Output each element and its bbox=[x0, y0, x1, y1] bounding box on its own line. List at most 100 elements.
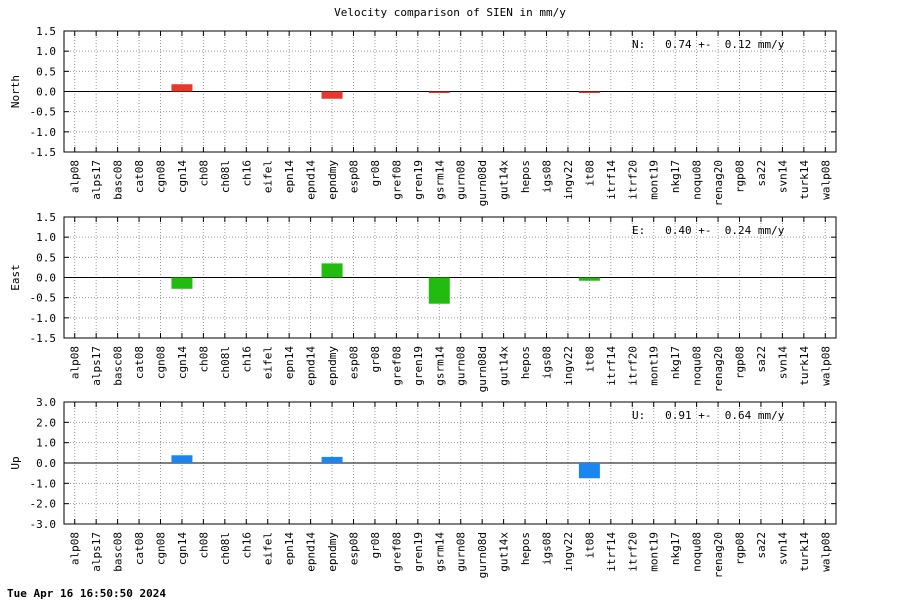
x-tick-label: rgp08 bbox=[734, 160, 747, 193]
x-tick-label: gsrm14 bbox=[433, 346, 446, 386]
bar-it08 bbox=[578, 91, 600, 93]
x-tick-label: noqu08 bbox=[691, 532, 704, 572]
x-tick-label: gref08 bbox=[390, 346, 403, 386]
x-tick-label: noqu08 bbox=[691, 346, 704, 386]
x-tick-label: epnd14 bbox=[305, 346, 318, 386]
velocity-annotation: E: 0.40 +- 0.24 mm/y bbox=[632, 224, 785, 237]
x-tick-label: ch08 bbox=[197, 532, 210, 559]
x-tick-label: gr08 bbox=[369, 532, 382, 559]
x-tick-label: gurn08 bbox=[455, 346, 468, 386]
x-tick-label: gurn08d bbox=[476, 346, 489, 392]
x-tick-label: cgn08 bbox=[155, 346, 168, 379]
y-tick-label: 2.0 bbox=[36, 416, 56, 429]
velocity-annotation: N: 0.74 +- 0.12 mm/y bbox=[632, 38, 785, 51]
bar-gsrm14 bbox=[428, 91, 450, 93]
x-tick-label: it08 bbox=[583, 532, 596, 559]
x-tick-label: sa22 bbox=[755, 346, 768, 373]
x-tick-label: gref08 bbox=[390, 532, 403, 572]
x-tick-label: gut14x bbox=[498, 346, 511, 386]
y-tick-label: 0.0 bbox=[36, 457, 56, 470]
x-tick-label: cgn08 bbox=[155, 160, 168, 193]
x-tick-label: mont19 bbox=[648, 160, 661, 200]
bar-epndmy bbox=[321, 456, 343, 463]
x-tick-label: igs08 bbox=[541, 160, 554, 193]
x-tick-label: cgn14 bbox=[176, 160, 189, 193]
plot-frame bbox=[63, 216, 837, 339]
plot-frame bbox=[63, 30, 837, 153]
x-tick-label: ch08l bbox=[219, 532, 232, 565]
x-tick-label: gurn08d bbox=[476, 532, 489, 578]
y-tick-label: -0.5 bbox=[30, 106, 57, 119]
x-tick-label: cat08 bbox=[133, 532, 146, 565]
y-tick-label: -1.0 bbox=[30, 477, 57, 490]
y-tick-label: 1.0 bbox=[36, 231, 56, 244]
x-tick-label: svn14 bbox=[776, 532, 789, 565]
x-tick-label: epnd14 bbox=[305, 160, 318, 200]
y-tick-label: 1.5 bbox=[36, 25, 56, 38]
x-tick-label: itrf14 bbox=[605, 532, 618, 572]
y-tick-label: -3.0 bbox=[30, 518, 57, 531]
plot-frame bbox=[63, 401, 837, 525]
x-tick-label: eifel bbox=[262, 532, 275, 565]
y-tick-label: -1.0 bbox=[30, 312, 57, 325]
y-axis-label: North bbox=[9, 75, 22, 108]
x-tick-label: nkg17 bbox=[669, 160, 682, 193]
x-tick-label: itrf20 bbox=[626, 532, 639, 572]
x-tick-label: itrf20 bbox=[626, 160, 639, 200]
x-tick-label: eifel bbox=[262, 160, 275, 193]
x-tick-label: gurn08d bbox=[476, 160, 489, 206]
x-tick-label: basc08 bbox=[112, 532, 125, 572]
x-tick-label: renag20 bbox=[712, 346, 725, 392]
x-tick-label: itrf14 bbox=[605, 346, 618, 386]
x-tick-label: it08 bbox=[583, 160, 596, 187]
x-tick-label: svn14 bbox=[776, 160, 789, 193]
x-tick-label: igs08 bbox=[541, 532, 554, 565]
x-tick-label: basc08 bbox=[112, 160, 125, 200]
bar-cgn14 bbox=[171, 84, 193, 92]
x-tick-label: renag20 bbox=[712, 160, 725, 206]
x-tick-label: gut14x bbox=[498, 160, 511, 200]
x-tick-label: ch08l bbox=[219, 346, 232, 379]
y-tick-label: 0.0 bbox=[36, 272, 56, 285]
x-tick-label: itrf20 bbox=[626, 346, 639, 386]
x-tick-label: alps17 bbox=[90, 346, 103, 386]
x-tick-label: hepos bbox=[519, 160, 532, 193]
y-axis-label: East bbox=[9, 264, 22, 291]
x-tick-label: rgp08 bbox=[734, 346, 747, 379]
x-tick-label: itrf14 bbox=[605, 160, 618, 200]
x-tick-label: turk14 bbox=[798, 346, 811, 386]
x-tick-label: epn14 bbox=[283, 532, 296, 565]
y-tick-label: -1.5 bbox=[30, 332, 57, 345]
x-tick-label: alp08 bbox=[69, 532, 82, 565]
chart-title: Velocity comparison of SIEN in mm/y bbox=[334, 6, 566, 19]
x-tick-label: gut14x bbox=[498, 532, 511, 572]
x-tick-label: epn14 bbox=[283, 160, 296, 193]
x-tick-label: hepos bbox=[519, 532, 532, 565]
x-tick-label: noqu08 bbox=[691, 160, 704, 200]
x-tick-label: esp08 bbox=[348, 346, 361, 379]
x-tick-label: epnd14 bbox=[305, 532, 318, 572]
x-tick-label: gurn08 bbox=[455, 532, 468, 572]
x-tick-label: gren19 bbox=[412, 532, 425, 572]
x-tick-label: gref08 bbox=[390, 160, 403, 200]
y-tick-label: 3.0 bbox=[36, 396, 56, 409]
x-tick-label: rgp08 bbox=[734, 532, 747, 565]
x-tick-label: cat08 bbox=[133, 160, 146, 193]
bar-cgn14 bbox=[171, 277, 193, 289]
y-tick-label: -2.0 bbox=[30, 498, 57, 511]
x-tick-label: ch16 bbox=[240, 346, 253, 373]
x-tick-label: renag20 bbox=[712, 532, 725, 578]
y-tick-label: 1.0 bbox=[36, 437, 56, 450]
x-tick-label: ch08 bbox=[197, 346, 210, 373]
x-tick-label: gsrm14 bbox=[433, 160, 446, 200]
y-tick-label: 0.5 bbox=[36, 251, 56, 264]
y-tick-label: 0.5 bbox=[36, 65, 56, 78]
x-tick-label: gurn08 bbox=[455, 160, 468, 200]
x-tick-label: ch16 bbox=[240, 532, 253, 559]
x-tick-label: cgn08 bbox=[155, 532, 168, 565]
x-tick-label: ingv22 bbox=[562, 532, 575, 572]
x-tick-label: mont19 bbox=[648, 532, 661, 572]
x-tick-label: cgn14 bbox=[176, 346, 189, 379]
y-tick-label: -1.0 bbox=[30, 126, 57, 139]
y-tick-label: 1.0 bbox=[36, 45, 56, 58]
